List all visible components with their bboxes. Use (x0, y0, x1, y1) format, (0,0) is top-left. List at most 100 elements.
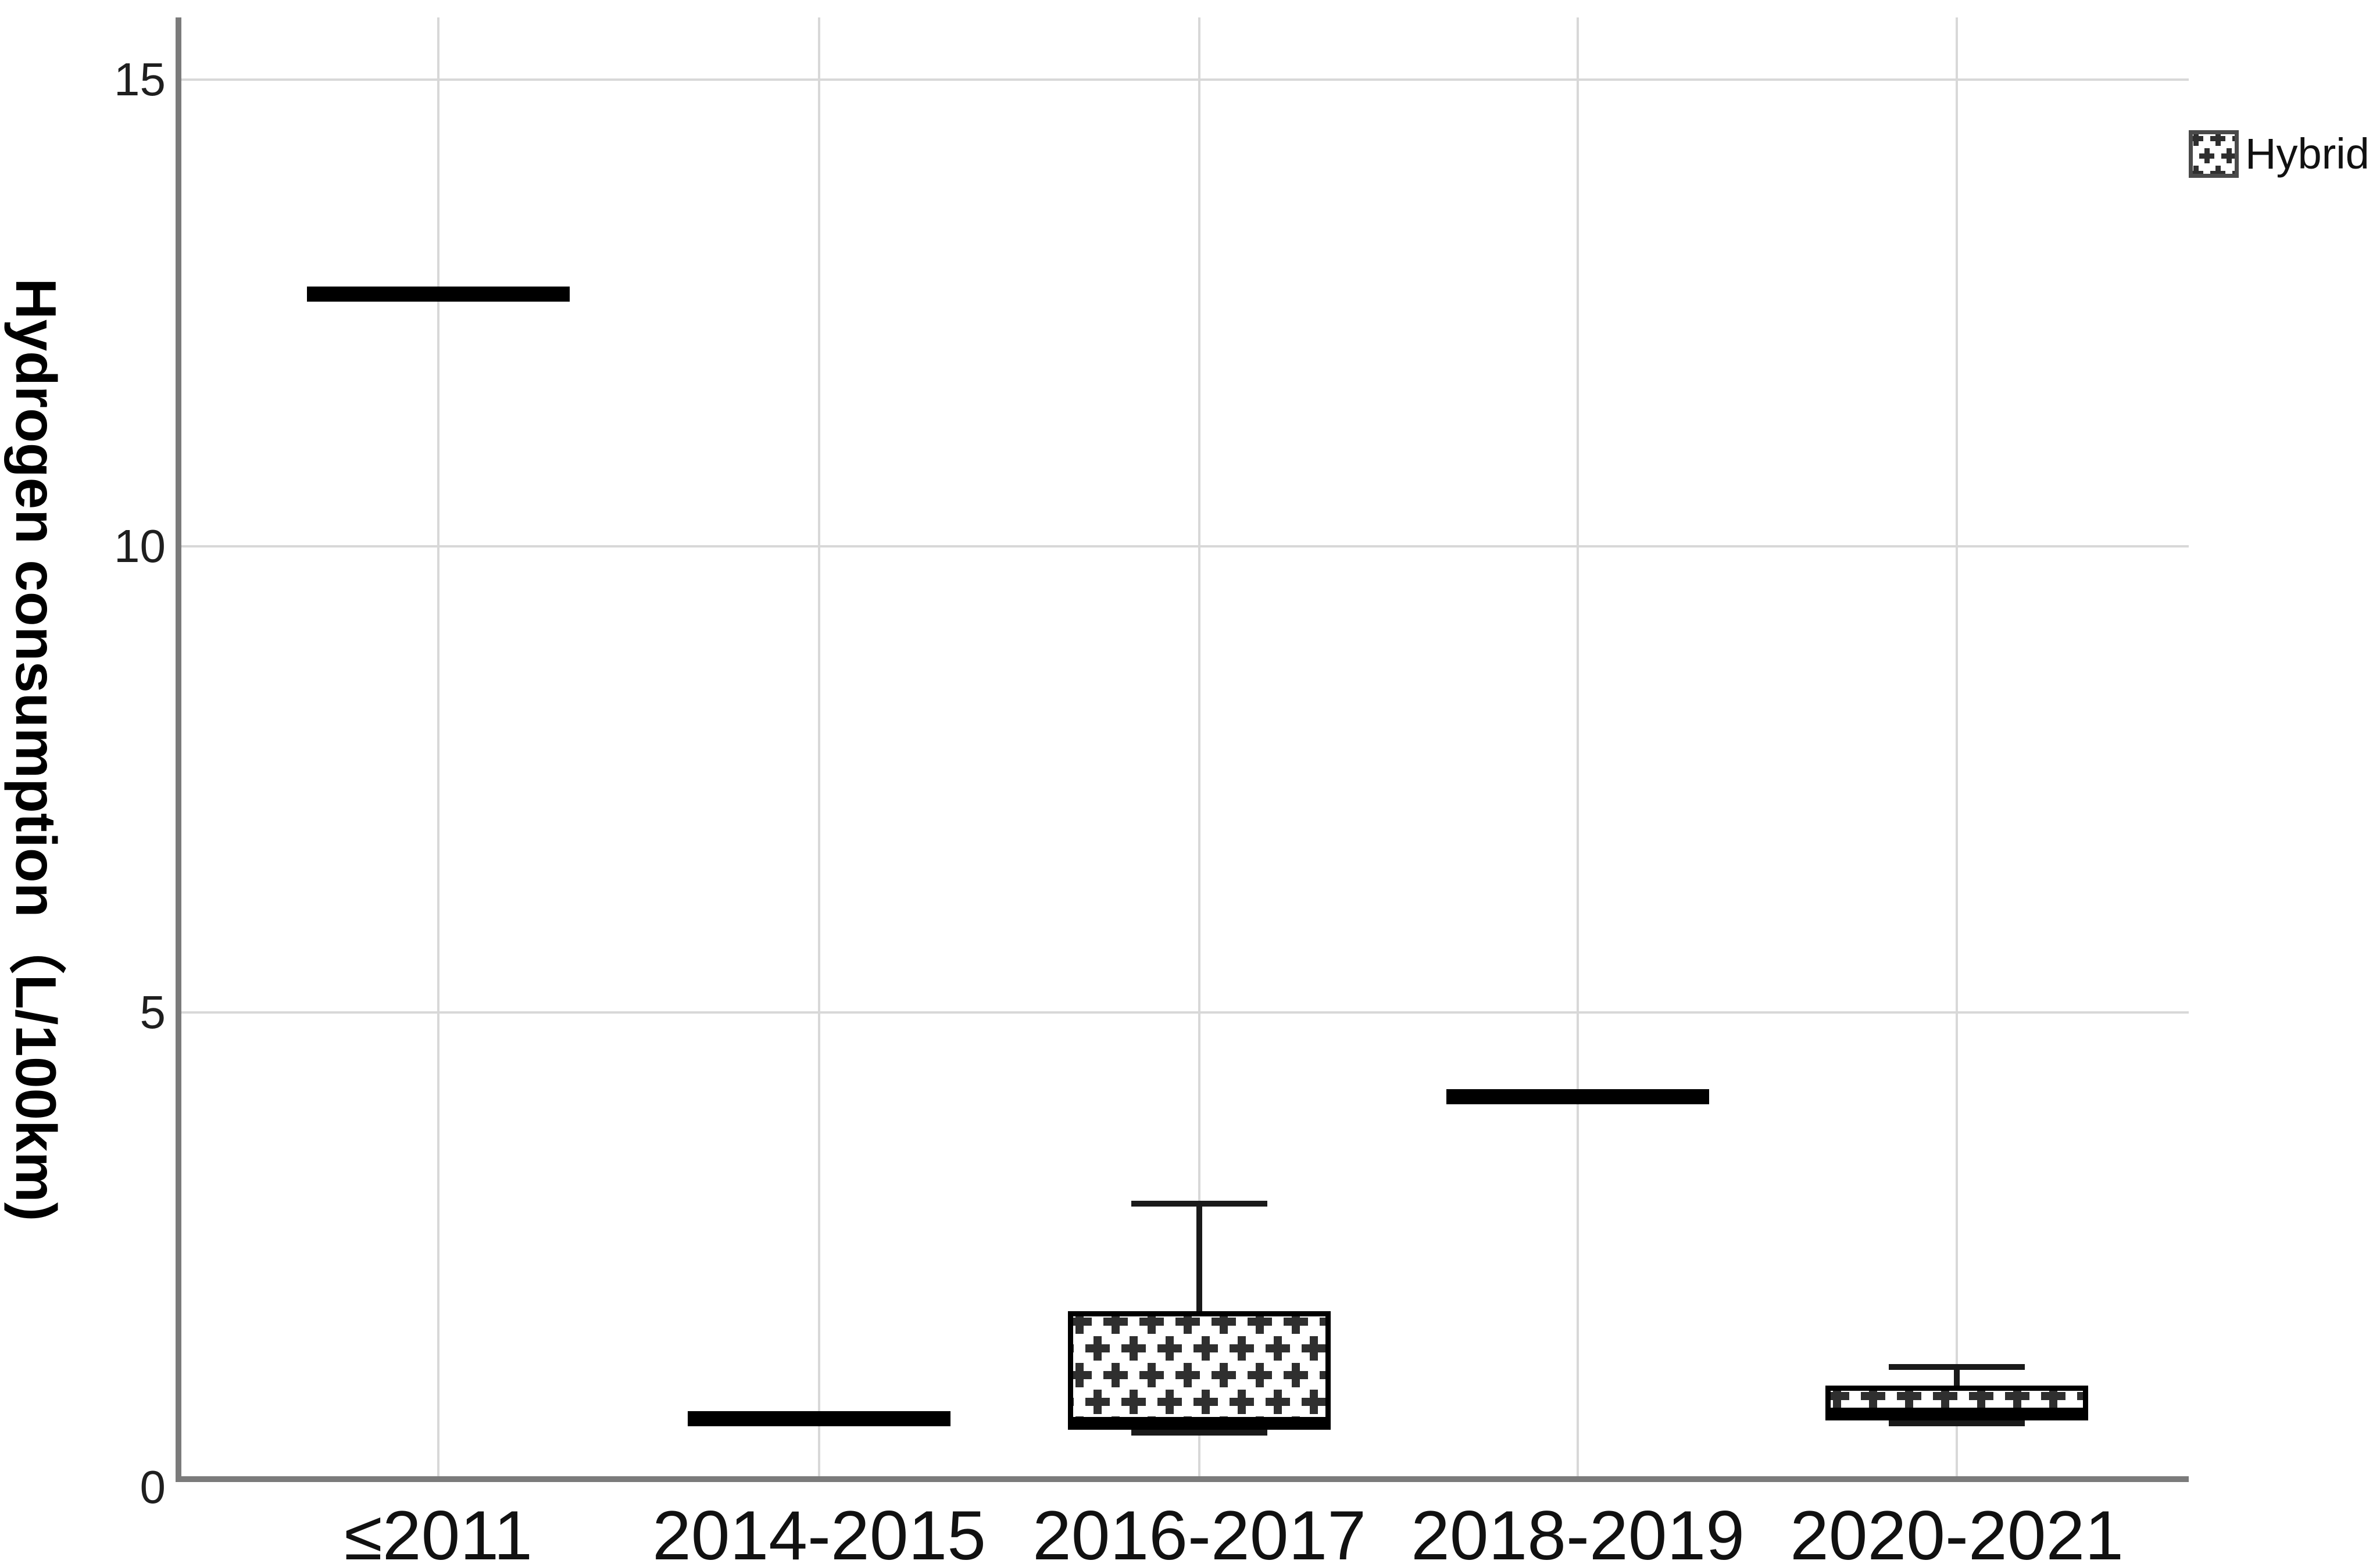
plus-pattern-mark (2189, 148, 2192, 163)
plus-pattern-mark (2199, 148, 2214, 163)
plus-hbar (2077, 1392, 2083, 1401)
v-gridline (1956, 17, 1958, 1476)
plus-pattern-mark (1073, 1316, 1092, 1334)
plus-pattern-mark (1266, 1390, 1290, 1415)
plus-vbar (1256, 1316, 1264, 1334)
plus-vbar (1292, 1363, 1300, 1388)
plus-vbar (2226, 148, 2232, 163)
h-gridline (181, 545, 2189, 547)
plus-hbar (1073, 1344, 1074, 1353)
plus-pattern-mark (1933, 1391, 1957, 1409)
plus-pattern-mark (1121, 1336, 1146, 1361)
v-gridline (1577, 17, 1579, 1476)
plus-pattern-mark (2210, 166, 2225, 174)
upper-whisker-cap (1131, 1201, 1267, 1207)
plus-vbar (2193, 166, 2199, 174)
x-category-label: 2020-2021 (1790, 1497, 2124, 1564)
x-axis-line (176, 1476, 2189, 1482)
plus-pattern-mark (1897, 1391, 1921, 1409)
plus-pattern-mark (2221, 148, 2235, 163)
median-line (307, 287, 570, 302)
plus-pattern-mark (1193, 1390, 1218, 1415)
plus-vbar (1238, 1390, 1246, 1415)
v-gridline (437, 17, 439, 1476)
plus-hbar (1320, 1371, 1325, 1380)
plus-vbar (1166, 1336, 1174, 1361)
plus-pattern-mark (1831, 1391, 1849, 1409)
plus-hbar (1320, 1318, 1325, 1326)
plus-vbar (1833, 1391, 1841, 1409)
plus-pattern-mark (1157, 1390, 1182, 1415)
plus-vbar (2238, 166, 2239, 178)
plus-pattern-mark (2232, 166, 2239, 178)
plus-pattern-mark (1073, 1336, 1074, 1361)
plus-vbar (1977, 1391, 1985, 1409)
plus-pattern-mark (1212, 1316, 1236, 1334)
upper-whisker-cap (1889, 1364, 2025, 1370)
legend-hybrid-pattern-swatch-icon (2189, 130, 2239, 178)
plus-pattern-mark (1212, 1363, 1236, 1388)
plus-vbar (1112, 1316, 1120, 1334)
plus-hbar (2189, 153, 2192, 159)
plus-pattern-mark (1302, 1336, 1325, 1361)
plus-vbar (1075, 1316, 1084, 1334)
plus-pattern-mark (1230, 1336, 1254, 1361)
v-gridline (1198, 17, 1200, 1476)
median-line (688, 1411, 950, 1426)
plus-vbar (1130, 1390, 1138, 1415)
plus-vbar (1112, 1363, 1120, 1388)
plus-pattern-mark (1139, 1316, 1164, 1334)
plus-pattern-mark (2041, 1391, 2065, 1409)
lower-whisker-cap (1889, 1420, 2025, 1426)
plus-vbar (2013, 1391, 2021, 1409)
plus-vbar (1184, 1363, 1192, 1388)
plus-vbar (1292, 1316, 1300, 1334)
v-gridline (818, 17, 820, 1476)
plus-vbar (1869, 1391, 1877, 1409)
plus-vbar (1905, 1391, 1913, 1409)
plus-pattern-mark (1157, 1336, 1182, 1361)
plus-pattern-mark (1103, 1316, 1128, 1334)
h-gridline (181, 78, 2189, 81)
plus-vbar (1075, 1363, 1084, 1388)
plus-pattern-mark (1266, 1336, 1290, 1361)
y-axis-line (176, 17, 181, 1482)
y-tick-label: 15 (114, 53, 166, 105)
h-gridline (181, 1011, 2189, 1014)
plus-vbar (1202, 1390, 1210, 1415)
plus-vbar (1148, 1316, 1156, 1334)
median-band (1068, 1416, 1331, 1430)
plus-hbar (2232, 170, 2235, 174)
y-axis-title: Hydrogen consumption（L/100km) (4, 278, 68, 1222)
y-tick-label: 5 (140, 986, 166, 1039)
plus-vbar (1202, 1336, 1210, 1361)
legend-label: Hybrid (2245, 130, 2370, 178)
x-category-label: ≤2011 (344, 1497, 533, 1564)
x-category-label: 2016-2017 (1032, 1497, 1366, 1564)
plus-vbar (2049, 1391, 2057, 1409)
plus-pattern-mark (1861, 1391, 1885, 1409)
median-line (1446, 1089, 1709, 1104)
plus-vbar (1238, 1336, 1246, 1361)
plus-pattern-mark (2232, 134, 2235, 146)
plus-vbar (1274, 1390, 1282, 1415)
plus-pattern-mark (1175, 1363, 1200, 1388)
median-band (1825, 1407, 2088, 1420)
plus-pattern-mark (1230, 1390, 1254, 1415)
plus-pattern-mark (2193, 134, 2203, 146)
box-pattern-fill (1831, 1391, 2083, 1413)
plus-pattern-mark (1085, 1390, 1110, 1415)
plus-pattern-mark (2210, 134, 2225, 146)
plus-pattern-mark (1284, 1363, 1308, 1388)
plus-vbar (2193, 134, 2199, 146)
plus-pattern-mark (1085, 1336, 1110, 1361)
plus-vbar (1184, 1316, 1192, 1334)
plus-pattern-mark (2077, 1391, 2083, 1408)
y-tick-label: 0 (140, 1461, 166, 1513)
y-tick-label: 10 (114, 520, 166, 572)
plus-vbar (1130, 1336, 1138, 1361)
plus-pattern-mark (1302, 1390, 1325, 1415)
plus-vbar (1166, 1390, 1174, 1415)
plus-pattern-mark (1320, 1363, 1325, 1387)
lower-whisker-cap (1131, 1429, 1267, 1436)
